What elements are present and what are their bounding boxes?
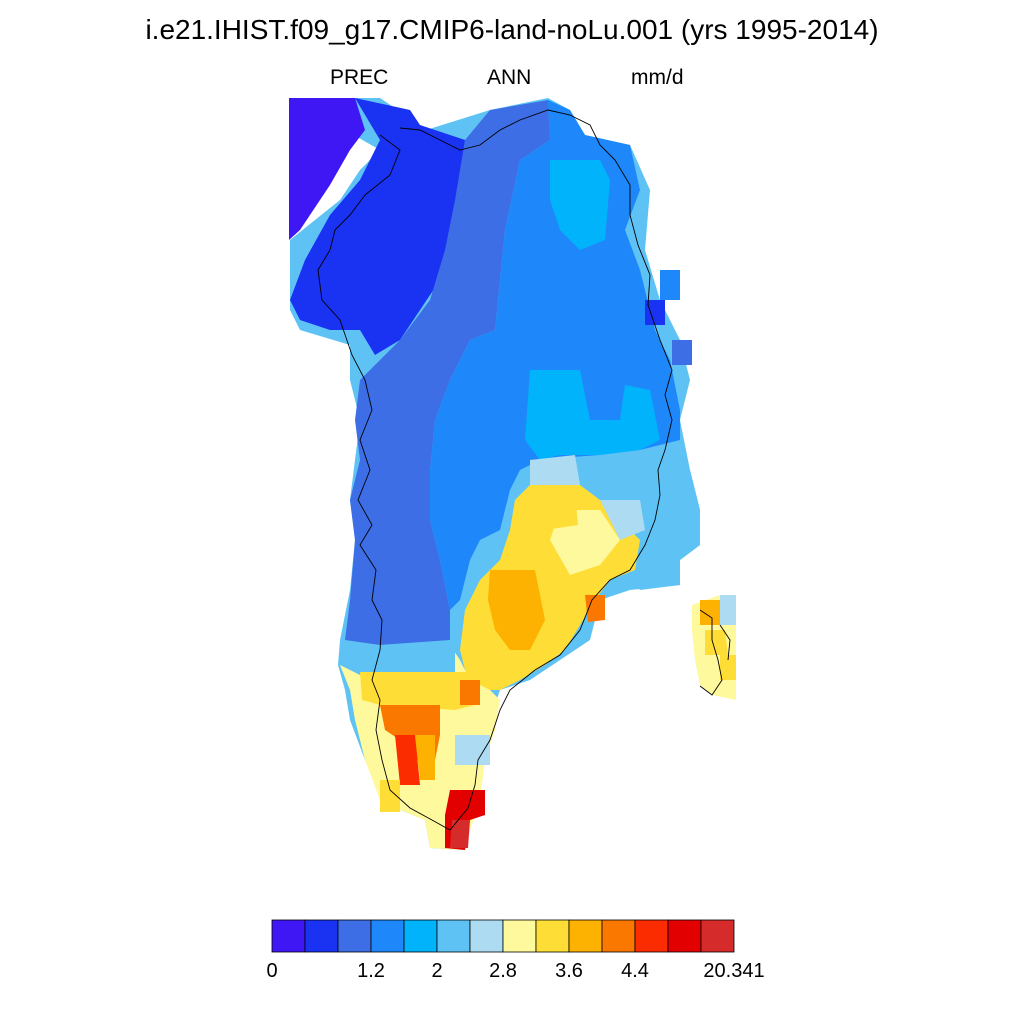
colorbar-box [469, 919, 504, 953]
colorbar-box [502, 919, 537, 953]
dark-orange-spot [585, 595, 605, 622]
grid-cells [289, 98, 736, 850]
central-cyan [525, 370, 660, 460]
colorbar-box [304, 919, 339, 953]
nw-region [289, 98, 365, 240]
colorbar-box [535, 919, 570, 953]
south-red [395, 735, 420, 785]
nw-band [290, 98, 465, 355]
west-band [345, 100, 550, 645]
colorbar-tick-label: 2 [431, 960, 443, 982]
colorbar-box [568, 919, 603, 953]
island-coast-2 [719, 624, 731, 661]
colorbar-box [436, 919, 471, 953]
colorbar-box [370, 919, 405, 953]
island-yellow-2 [720, 655, 736, 680]
colorbar-tick-label: 4.4 [621, 960, 649, 982]
east-pale [530, 455, 580, 485]
south-orange-3 [460, 680, 480, 705]
pale-blue-spot [600, 500, 645, 540]
island-yellow [705, 630, 728, 655]
colorbar-tick-label: 20.341 [703, 960, 765, 982]
map-title: i.e21.IHIST.f09_g17.CMIP6-land-noLu.001 … [145, 14, 879, 45]
variable-label: PREC [330, 66, 389, 89]
island-blue [720, 595, 736, 625]
greenland-coast [317, 109, 673, 831]
colorbar-box [403, 919, 438, 953]
south-blue [340, 645, 455, 675]
colorbar-tick-label: 0 [266, 960, 278, 982]
island-orange [700, 600, 722, 625]
colorbar-tick-label: 1.2 [357, 960, 385, 982]
ne-patch [550, 160, 610, 250]
east-cell [660, 270, 680, 300]
colorbar-tick-label: 2.8 [489, 960, 517, 982]
colorbar-box [271, 919, 306, 953]
units-label: mm/d [631, 66, 684, 89]
island-coast [699, 609, 723, 696]
colorbar-box [667, 919, 702, 953]
colorbar-tick-label: 3.6 [555, 960, 583, 982]
season-label: ANN [487, 66, 532, 89]
south-yellow [360, 672, 475, 710]
south-dark-red [450, 820, 470, 848]
colorbar-box [634, 919, 669, 953]
colorbar-box [601, 919, 636, 953]
coastline [317, 109, 731, 831]
central-band [430, 100, 680, 610]
colorbar-box [700, 919, 735, 953]
south-pale-blue [455, 735, 490, 765]
yellow-spot [540, 490, 578, 530]
east-cell-2 [672, 340, 692, 365]
south-yellow-2 [380, 780, 400, 812]
colorbar-box [337, 919, 372, 953]
orange-core [488, 570, 545, 650]
east-cell-dark [645, 300, 665, 325]
south-orange-2 [415, 735, 435, 780]
